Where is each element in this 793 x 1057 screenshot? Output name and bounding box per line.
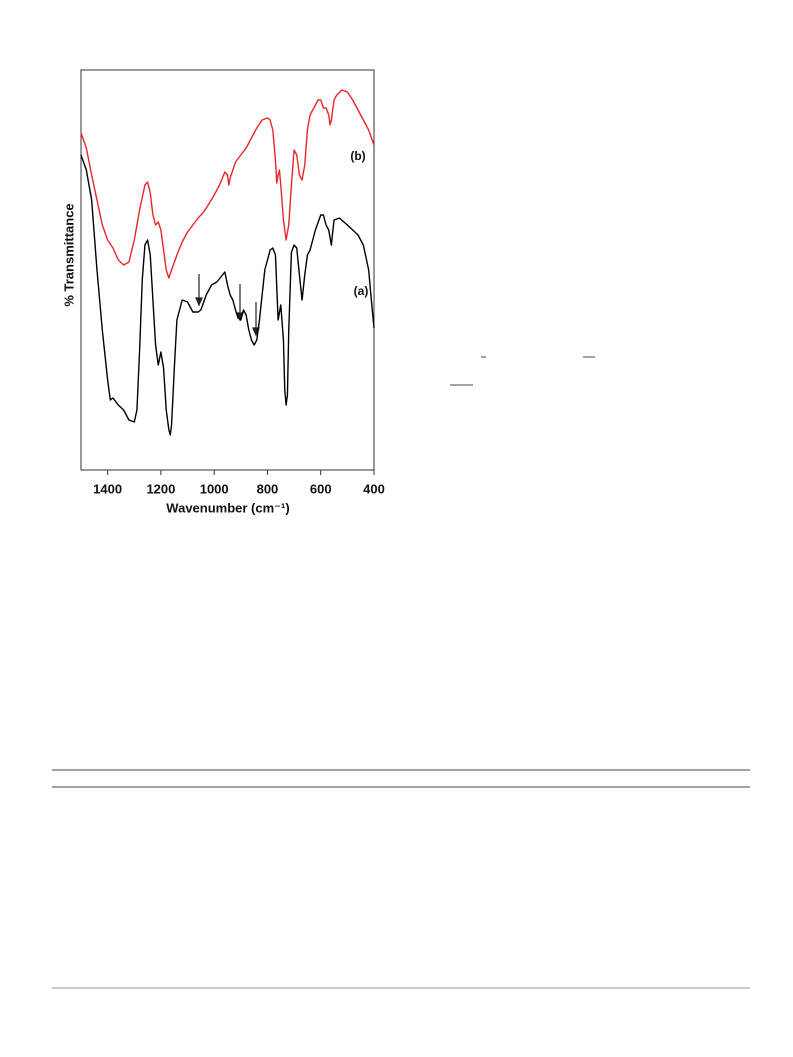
- x-tick-label: 1200: [146, 481, 175, 496]
- x-tick-label: 800: [257, 481, 279, 496]
- plot-frame: [80, 69, 375, 471]
- series-line: [80, 154, 375, 436]
- x-tick-label: 400: [363, 481, 385, 496]
- x-tick-label: 1400: [93, 481, 122, 496]
- arrow-head: [195, 297, 203, 307]
- x-tick-label: 600: [310, 481, 332, 496]
- page-rules: [52, 356, 750, 989]
- x-axis-label: Wavenumber (cm⁻¹): [166, 500, 289, 515]
- series-line: [80, 89, 375, 279]
- series-label: (b): [350, 149, 365, 163]
- y-axis-label: % Transmittance: [61, 203, 76, 306]
- series-label: (a): [354, 284, 369, 298]
- x-tick-label: 1000: [200, 481, 229, 496]
